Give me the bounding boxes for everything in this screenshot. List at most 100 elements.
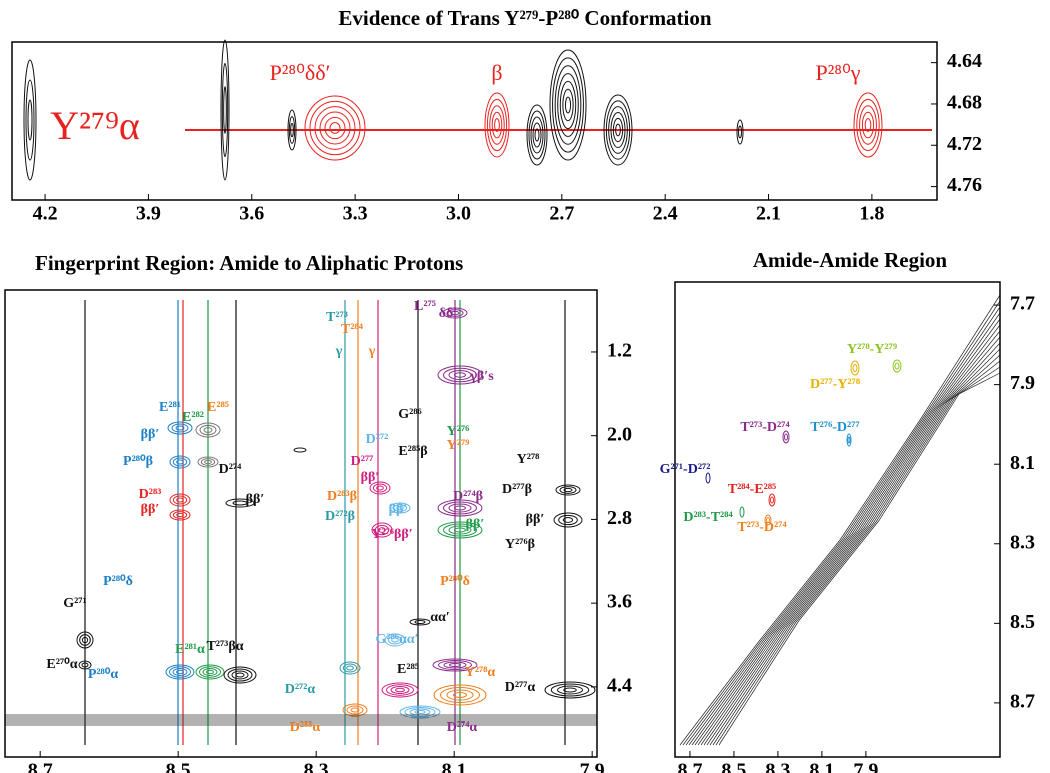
contour: [738, 125, 742, 139]
contour: [850, 360, 860, 376]
plot-area: [679, 294, 1001, 746]
peak-label: E²⁸¹: [159, 400, 181, 415]
contour: [450, 310, 460, 316]
contour: [227, 668, 253, 682]
x-tick-label: 7.9: [853, 760, 878, 773]
diagonal-contour: [709, 354, 1001, 746]
peak-label: Y²⁷⁶: [447, 424, 470, 439]
contour: [176, 497, 184, 503]
contour: [864, 118, 872, 132]
contour: [448, 370, 472, 380]
diagonal-contour: [697, 330, 1001, 746]
peak-label: T²⁸⁴-E²⁸⁵: [728, 482, 777, 497]
x-tick-label: 8.1: [809, 760, 834, 773]
contour: [235, 672, 245, 678]
contour: [564, 96, 572, 114]
contour: [378, 527, 386, 533]
y-tick-label: 4.64: [947, 50, 982, 72]
contour: [304, 95, 366, 161]
contour: [372, 483, 388, 493]
contour: [454, 372, 466, 378]
contour: [387, 635, 403, 645]
contour: [530, 116, 544, 154]
contour: [232, 500, 248, 506]
peak-label: T²⁷⁶-D²⁷⁷: [810, 420, 859, 435]
x-tick-label: 3.0: [446, 203, 471, 225]
contour: [172, 457, 188, 467]
contour: [391, 637, 399, 643]
y-tick-label: 8.7: [1010, 690, 1035, 712]
contour: [859, 105, 877, 145]
peak-label: γ: [368, 344, 376, 359]
peak-label: ββ′: [246, 492, 265, 507]
contour: [342, 703, 368, 717]
y-tick-label: 4.68: [947, 92, 982, 114]
x-tick-label: 3.6: [239, 203, 264, 225]
peak-label: D²⁷⁴α: [447, 720, 478, 735]
peak-label: D²⁸³: [139, 487, 162, 502]
x-tick-label: 2.1: [756, 203, 781, 225]
contour: [558, 514, 578, 526]
contour: [167, 421, 193, 435]
peak-label: L²⁷⁵: [414, 299, 436, 314]
peak-label: P²⁸⁰δ: [440, 574, 470, 589]
peak-label: Y²⁷⁸α: [465, 665, 496, 680]
contour: [494, 118, 500, 132]
peak-label: T²⁷³βα: [206, 639, 243, 654]
x-tick-label: 1.8: [859, 203, 884, 225]
peak-label: γβ′s: [469, 369, 494, 384]
y-tick-label: 8.5: [1010, 611, 1035, 633]
y-tick-label: 2.0: [607, 423, 632, 445]
contour: [443, 523, 477, 537]
contour: [199, 424, 217, 436]
peak-label: D²⁷⁷: [351, 454, 374, 469]
panel: Amide-Amide Region 8.7 8.5 8.3 8.1 7.9 7.7 7.9 8…: [660, 248, 1035, 773]
contour: [223, 666, 257, 684]
contour: [195, 664, 225, 680]
contour: [768, 493, 776, 507]
peak-label: γ: [335, 344, 343, 359]
x-tick-label: 8.7: [677, 760, 702, 773]
x-tick-label: 8.5: [721, 760, 746, 773]
peak-label: D²⁷⁴β: [453, 489, 483, 504]
contour: [221, 62, 229, 158]
contour: [176, 669, 184, 675]
diagonal-contour: [718, 372, 1001, 746]
contour: [612, 117, 624, 143]
peak-label: E²⁸⁵: [397, 662, 419, 677]
diagonal-contour: [712, 360, 1001, 746]
peak-label: ββ′: [466, 517, 485, 532]
contour: [557, 73, 579, 137]
contour: [764, 514, 772, 526]
y-tick-label: 7.9: [1010, 372, 1035, 394]
contour: [563, 687, 577, 693]
contour: [782, 430, 790, 444]
contour: [176, 512, 184, 518]
contour: [25, 79, 35, 161]
contour: [389, 502, 411, 514]
contour: [200, 458, 216, 466]
contour: [381, 682, 419, 698]
contour: [532, 122, 542, 148]
y-tick-label: 7.7: [1010, 293, 1035, 315]
contour: [736, 119, 744, 145]
plot-frame: [674, 281, 1001, 758]
panel-title: Evidence of Trans Y²⁷⁹-P²⁸⁰ Conformation: [338, 6, 711, 30]
contour: [453, 692, 467, 698]
diagonal-contour: [715, 366, 1001, 746]
contour: [371, 522, 393, 538]
peak-label: D²⁷²β: [325, 509, 355, 524]
contour: [847, 436, 851, 444]
contour: [544, 681, 596, 699]
peak-label: Y²⁷⁹: [447, 438, 470, 453]
peak-label: P²⁸⁰γ: [815, 60, 860, 85]
contour: [206, 669, 214, 675]
contour: [169, 666, 191, 678]
contour: [432, 658, 478, 672]
contour: [23, 59, 37, 181]
diagonal-contour: [694, 324, 1001, 746]
contour: [172, 511, 188, 519]
contour: [442, 307, 468, 319]
contour: [384, 633, 406, 647]
contour: [376, 485, 384, 491]
